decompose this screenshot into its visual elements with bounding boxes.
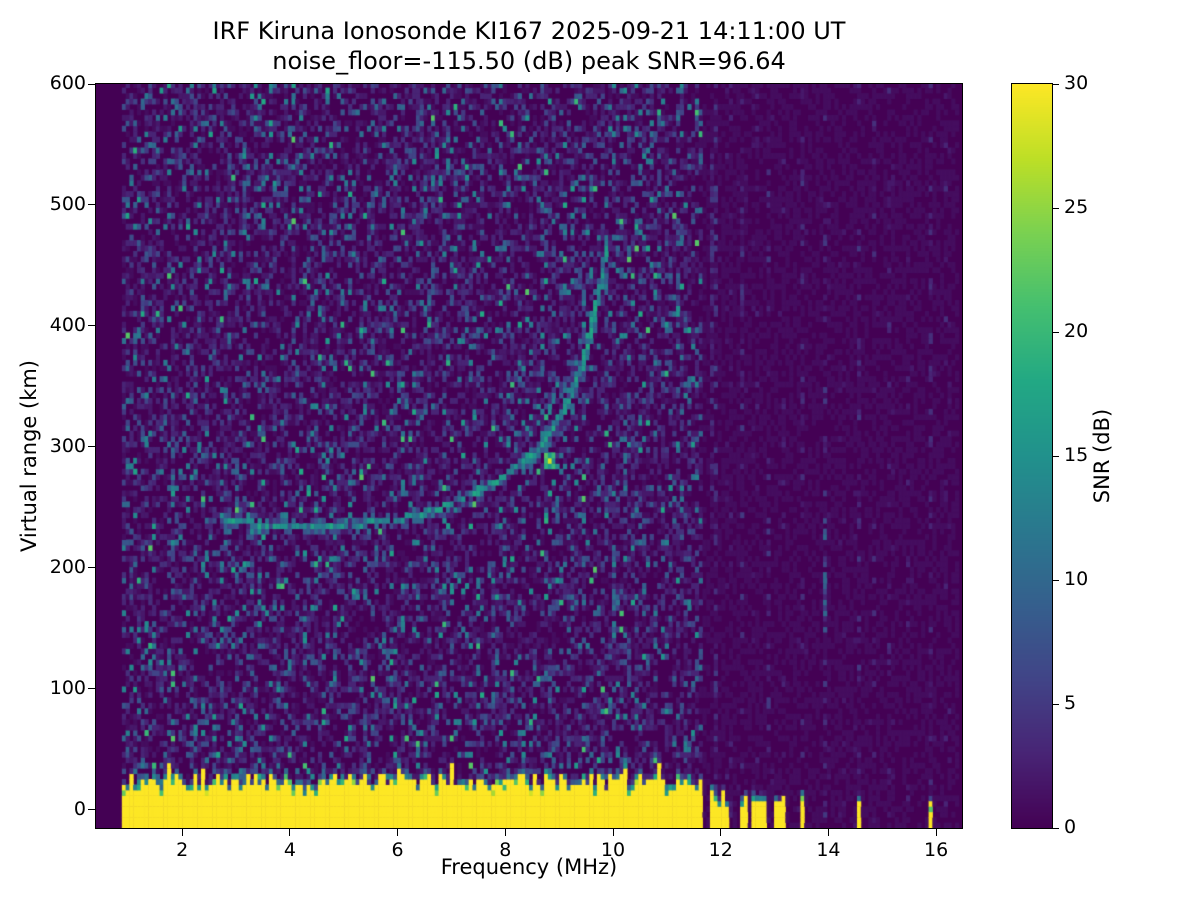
colorbar-gradient-canvas [1012,84,1052,828]
y-tick-label: 200 [49,555,86,578]
colorbar-tick [1052,455,1059,457]
y-axis-label: Virtual range (km) [17,359,41,553]
colorbar-label: SNR (dB) [1090,408,1114,504]
x-tick-label: 8 [499,839,512,861]
colorbar-tick-label: 30 [1064,72,1089,94]
colorbar-tick [1052,703,1059,705]
chart-title-line1: IRF Kiruna Ionosonde KI167 2025-09-21 14… [212,17,846,45]
x-tick [612,829,614,836]
x-axis-label: Frequency (MHz) [440,855,618,879]
x-tick-label: 6 [391,839,404,861]
x-tick-label: 16 [924,839,949,861]
colorbar-tick [1052,827,1059,829]
colorbar-tick-label: 25 [1064,196,1089,218]
x-tick [827,829,829,836]
y-tick-label: 600 [49,72,86,94]
colorbar-tick-label: 15 [1064,444,1089,466]
x-tick-label: 12 [708,839,733,861]
x-tick-label: 2 [176,839,189,861]
x-tick [289,829,291,836]
y-tick-label: 100 [49,676,86,699]
colorbar-tick [1052,331,1059,333]
ionogram-heatmap-canvas [96,84,962,828]
colorbar-tick-label: 0 [1064,816,1077,838]
y-tick-label: 500 [49,192,86,215]
x-tick [397,829,399,836]
colorbar-tick [1052,207,1059,209]
y-tick [88,567,95,569]
chart-title: IRF Kiruna Ionosonde KI167 2025-09-21 14… [96,16,962,76]
y-tick-label: 400 [49,313,86,336]
y-tick [88,325,95,327]
x-tick-label: 4 [283,839,296,861]
y-tick-label: 0 [73,797,86,820]
colorbar-tick-label: 10 [1064,568,1089,590]
x-tick [181,829,183,836]
y-tick [88,809,95,811]
x-tick [935,829,937,836]
colorbar-tick [1052,83,1059,85]
colorbar-tick [1052,579,1059,581]
y-tick [88,83,95,85]
y-tick-label: 300 [49,434,86,457]
y-tick [88,688,95,690]
chart-title-line2: noise_floor=-115.50 (dB) peak SNR=96.64 [272,47,786,75]
colorbar-tick-label: 20 [1064,320,1089,342]
x-tick-label: 14 [816,839,841,861]
y-tick [88,446,95,448]
x-tick [504,829,506,836]
colorbar-tick-label: 5 [1064,692,1077,714]
x-tick [720,829,722,836]
y-tick [88,204,95,206]
x-tick-label: 10 [600,839,626,861]
